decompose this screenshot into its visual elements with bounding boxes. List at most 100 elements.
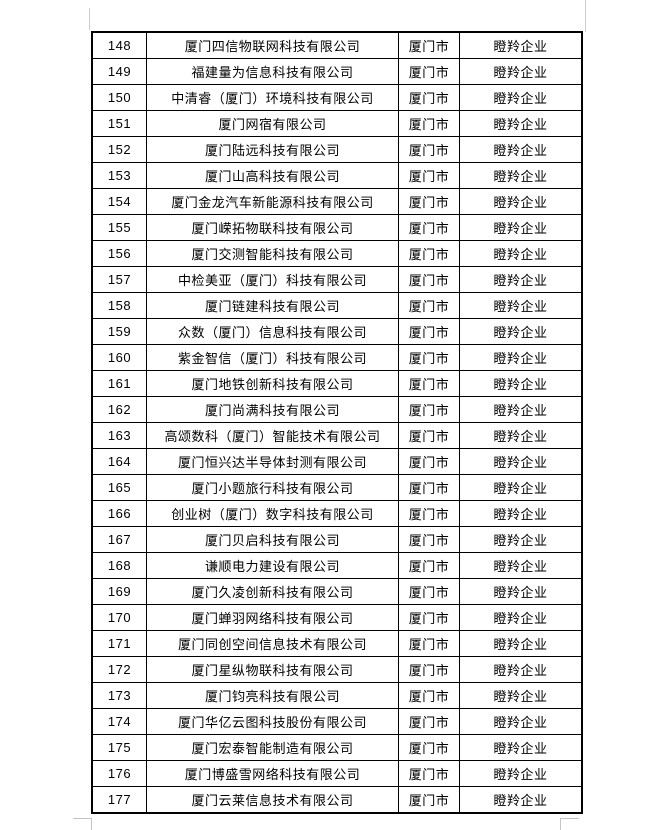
company-name-cell: 厦门尚满科技有限公司: [146, 396, 399, 423]
city-cell: 厦门市: [398, 708, 460, 735]
table-row: 156 厦门交测智能科技有限公司 厦门市 瞪羚企业: [91, 240, 583, 267]
row-number-cell: 153: [91, 162, 147, 189]
table-row: 163 高颂数科（厦门）智能技术有限公司 厦门市 瞪羚企业: [91, 422, 583, 449]
category-cell: 瞪羚企业: [459, 422, 583, 449]
company-name-cell: 福建量为信息科技有限公司: [146, 58, 399, 85]
table-row: 149 福建量为信息科技有限公司 厦门市 瞪羚企业: [91, 58, 583, 85]
row-number-cell: 169: [91, 578, 147, 605]
category-cell: 瞪羚企业: [459, 84, 583, 111]
table-row: 173 厦门钧亮科技有限公司 厦门市 瞪羚企业: [91, 682, 583, 709]
category-cell: 瞪羚企业: [459, 110, 583, 137]
category-cell: 瞪羚企业: [459, 162, 583, 189]
row-number-cell: 174: [91, 708, 147, 735]
company-name-cell: 众数（厦门）信息科技有限公司: [146, 318, 399, 345]
city-cell: 厦门市: [398, 630, 460, 657]
company-name-cell: 厦门陆远科技有限公司: [146, 136, 399, 163]
category-cell: 瞪羚企业: [459, 136, 583, 163]
company-list-table: 148 厦门四信物联网科技有限公司 厦门市 瞪羚企业 149 福建量为信息科技有限公司 厦门…: [91, 31, 583, 814]
page-margin-guide-top-right: [585, 0, 586, 32]
row-number-cell: 168: [91, 552, 147, 579]
table-row: 155 厦门嵘拓物联科技有限公司 厦门市 瞪羚企业: [91, 214, 583, 241]
row-number-cell: 163: [91, 422, 147, 449]
table-row: 157 中检美亚（厦门）科技有限公司 厦门市 瞪羚企业: [91, 266, 583, 293]
company-name-cell: 厦门山高科技有限公司: [146, 162, 399, 189]
company-name-cell: 厦门贝启科技有限公司: [146, 526, 399, 553]
company-name-cell: 厦门同创空间信息技术有限公司: [146, 630, 399, 657]
city-cell: 厦门市: [398, 396, 460, 423]
table-row: 162 厦门尚满科技有限公司 厦门市 瞪羚企业: [91, 396, 583, 423]
row-number-cell: 170: [91, 604, 147, 631]
table-row: 172 厦门星纵物联科技有限公司 厦门市 瞪羚企业: [91, 656, 583, 683]
company-name-cell: 厦门网宿有限公司: [146, 110, 399, 137]
city-cell: 厦门市: [398, 214, 460, 241]
category-cell: 瞪羚企业: [459, 500, 583, 527]
category-cell: 瞪羚企业: [459, 318, 583, 345]
category-cell: 瞪羚企业: [459, 734, 583, 761]
city-cell: 厦门市: [398, 240, 460, 267]
company-name-cell: 厦门交测智能科技有限公司: [146, 240, 399, 267]
city-cell: 厦门市: [398, 136, 460, 163]
category-cell: 瞪羚企业: [459, 370, 583, 397]
city-cell: 厦门市: [398, 526, 460, 553]
company-name-cell: 谦顺电力建设有限公司: [146, 552, 399, 579]
table-row: 161 厦门地铁创新科技有限公司 厦门市 瞪羚企业: [91, 370, 583, 397]
row-number-cell: 148: [91, 31, 147, 59]
city-cell: 厦门市: [398, 448, 460, 475]
category-cell: 瞪羚企业: [459, 630, 583, 657]
row-number-cell: 159: [91, 318, 147, 345]
category-cell: 瞪羚企业: [459, 292, 583, 319]
category-cell: 瞪羚企业: [459, 552, 583, 579]
row-number-cell: 177: [91, 786, 147, 814]
table-row: 171 厦门同创空间信息技术有限公司 厦门市 瞪羚企业: [91, 630, 583, 657]
category-cell: 瞪羚企业: [459, 656, 583, 683]
category-cell: 瞪羚企业: [459, 396, 583, 423]
company-name-cell: 厦门链建科技有限公司: [146, 292, 399, 319]
city-cell: 厦门市: [398, 786, 460, 814]
city-cell: 厦门市: [398, 110, 460, 137]
row-number-cell: 154: [91, 188, 147, 215]
category-cell: 瞪羚企业: [459, 448, 583, 475]
table-row: 151 厦门网宿有限公司 厦门市 瞪羚企业: [91, 110, 583, 137]
row-number-cell: 167: [91, 526, 147, 553]
city-cell: 厦门市: [398, 500, 460, 527]
table-row: 174 厦门华亿云图科技股份有限公司 厦门市 瞪羚企业: [91, 708, 583, 735]
category-cell: 瞪羚企业: [459, 578, 583, 605]
company-name-cell: 厦门星纵物联科技有限公司: [146, 656, 399, 683]
category-cell: 瞪羚企业: [459, 240, 583, 267]
city-cell: 厦门市: [398, 604, 460, 631]
table-row: 148 厦门四信物联网科技有限公司 厦门市 瞪羚企业: [91, 31, 583, 59]
category-cell: 瞪羚企业: [459, 526, 583, 553]
row-number-cell: 165: [91, 474, 147, 501]
table-row: 159 众数（厦门）信息科技有限公司 厦门市 瞪羚企业: [91, 318, 583, 345]
city-cell: 厦门市: [398, 422, 460, 449]
row-number-cell: 161: [91, 370, 147, 397]
category-cell: 瞪羚企业: [459, 188, 583, 215]
company-name-cell: 厦门博盛雪网络科技有限公司: [146, 760, 399, 787]
table-row: 165 厦门小题旅行科技有限公司 厦门市 瞪羚企业: [91, 474, 583, 501]
table-row: 154 厦门金龙汽车新能源科技有限公司 厦门市 瞪羚企业: [91, 188, 583, 215]
city-cell: 厦门市: [398, 474, 460, 501]
row-number-cell: 175: [91, 734, 147, 761]
row-number-cell: 156: [91, 240, 147, 267]
table-row: 176 厦门博盛雪网络科技有限公司 厦门市 瞪羚企业: [91, 760, 583, 787]
row-number-cell: 164: [91, 448, 147, 475]
row-number-cell: 158: [91, 292, 147, 319]
city-cell: 厦门市: [398, 162, 460, 189]
city-cell: 厦门市: [398, 188, 460, 215]
company-name-cell: 创业树（厦门）数字科技有限公司: [146, 500, 399, 527]
city-cell: 厦门市: [398, 344, 460, 371]
table-row: 167 厦门贝启科技有限公司 厦门市 瞪羚企业: [91, 526, 583, 553]
company-name-cell: 厦门恒兴达半导体封测有限公司: [146, 448, 399, 475]
company-table-body: 148 厦门四信物联网科技有限公司 厦门市 瞪羚企业 149 福建量为信息科技有限公司 厦门…: [91, 31, 583, 814]
row-number-cell: 176: [91, 760, 147, 787]
city-cell: 厦门市: [398, 292, 460, 319]
category-cell: 瞪羚企业: [459, 708, 583, 735]
table-row: 168 谦顺电力建设有限公司 厦门市 瞪羚企业: [91, 552, 583, 579]
row-number-cell: 150: [91, 84, 147, 111]
row-number-cell: 151: [91, 110, 147, 137]
row-number-cell: 171: [91, 630, 147, 657]
category-cell: 瞪羚企业: [459, 682, 583, 709]
city-cell: 厦门市: [398, 760, 460, 787]
city-cell: 厦门市: [398, 682, 460, 709]
